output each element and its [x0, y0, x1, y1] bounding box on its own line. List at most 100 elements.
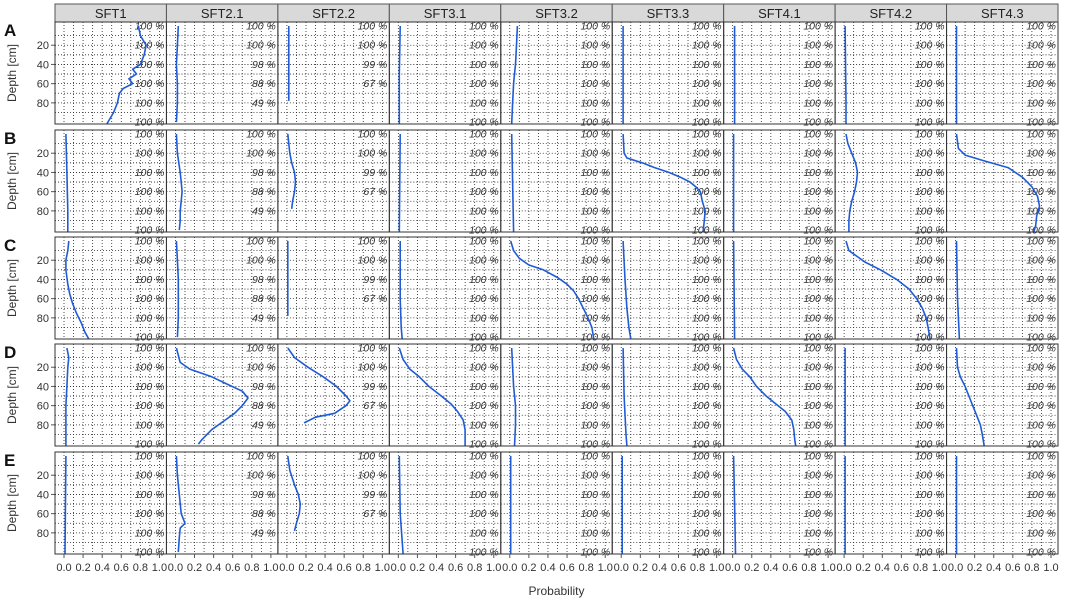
coverage-label: 100 % — [580, 439, 610, 451]
strip-label: SFT4.3 — [981, 6, 1024, 21]
coverage-label: 100 % — [803, 332, 833, 344]
coverage-label: 100 % — [580, 343, 610, 355]
coverage-label: 100 % — [135, 547, 165, 559]
x-tick-label: 0.6 — [782, 562, 797, 574]
coverage-label: 100 % — [246, 236, 276, 248]
x-tick-label: 0.6 — [448, 562, 463, 574]
coverage-label: 100 % — [915, 117, 945, 129]
row-letter: A — [4, 21, 16, 40]
coverage-label: 100 % — [692, 362, 722, 374]
coverage-label: 100 % — [692, 78, 722, 90]
y-tick-label: 40 — [37, 59, 49, 71]
coverage-label: 100 % — [1026, 451, 1056, 463]
coverage-label: 100 % — [469, 97, 499, 109]
coverage-label: 100 % — [469, 439, 499, 451]
coverage-label: 100 % — [469, 293, 499, 305]
coverage-label: 100 % — [692, 470, 722, 482]
coverage-label: 100 % — [1026, 332, 1056, 344]
coverage-label: 100 % — [915, 148, 945, 160]
probability-line — [845, 240, 931, 340]
coverage-label: 100 % — [803, 255, 833, 267]
coverage-label: 100 % — [803, 21, 833, 33]
coverage-label: 49 % — [252, 205, 276, 217]
coverage-label: 100 % — [1026, 255, 1056, 267]
probability-line — [510, 25, 519, 125]
panel: 100 % 100 % 100 % 100 % 100 % 100 % — [500, 236, 613, 344]
coverage-label: 100 % — [135, 343, 165, 355]
coverage-label: 98 % — [252, 489, 276, 501]
coverage-label: 100 % — [580, 470, 610, 482]
panel: 100 % 100 % 98 % 88 % 49 % — [165, 343, 279, 447]
probability-line — [287, 455, 302, 532]
coverage-label: 100 % — [692, 419, 722, 431]
y-tick-label: 40 — [37, 274, 49, 286]
x-tick-label: 0.6 — [671, 562, 686, 574]
panel: 100 % 100 % 100 % 100 % 100 % 100 % — [611, 129, 725, 237]
coverage-label: 100 % — [246, 148, 276, 160]
coverage-label: 100 % — [580, 274, 610, 286]
x-tick-label: 0.2 — [521, 562, 536, 574]
coverage-label: 100 % — [246, 129, 276, 141]
coverage-label: 100 % — [1026, 167, 1056, 179]
coverage-label: 100 % — [580, 167, 610, 179]
panel: 100 % 100 % 100 % 100 % 100 % 100 % — [500, 343, 613, 451]
y-tick-label: 60 — [37, 294, 49, 306]
probability-line — [622, 133, 706, 232]
x-tick-label: 0.4 — [95, 562, 110, 574]
coverage-label: 100 % — [469, 343, 499, 355]
x-tick-label: 0.2 — [298, 562, 313, 574]
panel: 100 % 100 % 100 % 100 % 100 % 100 % — [611, 21, 725, 129]
coverage-label: 100 % — [580, 117, 610, 129]
coverage-label: 100 % — [803, 419, 833, 431]
coverage-label: 67 % — [363, 186, 387, 198]
coverage-label: 67 % — [363, 78, 387, 90]
x-tick-label: 0.0 — [614, 562, 629, 574]
coverage-label: 100 % — [1026, 489, 1056, 501]
x-tick-label: 0.0 — [391, 562, 406, 574]
probability-line — [175, 347, 249, 445]
row-letter: D — [4, 343, 16, 362]
coverage-label: 100 % — [135, 225, 165, 237]
coverage-label: 88 % — [252, 78, 276, 90]
coverage-label: 100 % — [135, 148, 165, 160]
coverage-label: 100 % — [915, 293, 945, 305]
probability-line — [398, 347, 466, 446]
coverage-label: 100 % — [469, 167, 499, 179]
probability-line — [732, 455, 737, 555]
coverage-label: 100 % — [580, 205, 610, 217]
panel: 100 % 100 % 99 % 67 % — [277, 343, 390, 447]
x-tick-label: 0.4 — [652, 562, 667, 574]
coverage-label: 49 % — [252, 419, 276, 431]
coverage-label: 100 % — [803, 508, 833, 520]
coverage-label: 100 % — [580, 508, 610, 520]
coverage-label: 100 % — [1026, 40, 1056, 52]
coverage-label: 100 % — [915, 343, 945, 355]
coverage-label: 100 % — [135, 40, 165, 52]
x-axis-title: Probability — [528, 584, 584, 598]
x-tick-label: 0.0 — [168, 562, 183, 574]
coverage-label: 100 % — [135, 362, 165, 374]
coverage-label: 100 % — [135, 381, 165, 393]
coverage-label: 100 % — [135, 419, 165, 431]
coverage-label: 88 % — [252, 186, 276, 198]
coverage-label: 99 % — [363, 274, 387, 286]
coverage-label: 100 % — [692, 508, 722, 520]
coverage-label: 100 % — [915, 186, 945, 198]
coverage-label: 100 % — [692, 59, 722, 71]
coverage-label: 100 % — [469, 547, 499, 559]
strip-label: SFT3.2 — [535, 6, 578, 21]
panel: 100 % 100 % 98 % 88 % 49 % — [165, 129, 279, 233]
coverage-label: 100 % — [692, 547, 722, 559]
coverage-label: 100 % — [1026, 527, 1056, 539]
coverage-label: 100 % — [580, 451, 610, 463]
coverage-label: 100 % — [135, 97, 165, 109]
coverage-label: 100 % — [915, 547, 945, 559]
x-tick-label: 1.0 — [932, 562, 947, 574]
x-tick-label: 0.4 — [317, 562, 332, 574]
panel: 100 % 100 % 100 % 100 % 100 % 100 % — [834, 129, 948, 237]
panel: 100 % 100 % 100 % 100 % 100 % 100 % — [388, 343, 502, 451]
coverage-label: 100 % — [1026, 59, 1056, 71]
coverage-label: 100 % — [469, 236, 499, 248]
coverage-label: 100 % — [692, 274, 722, 286]
coverage-label: 100 % — [135, 255, 165, 267]
